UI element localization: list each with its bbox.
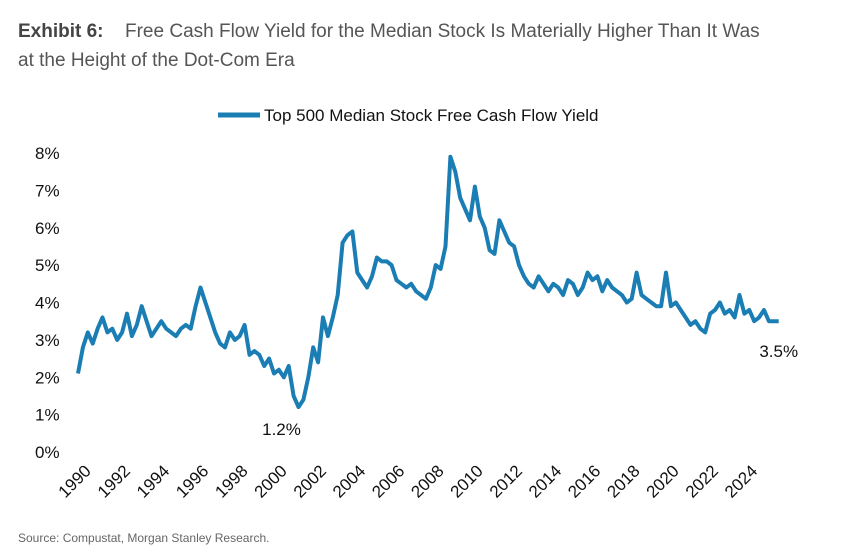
x-tick-label: 1998 <box>211 461 251 501</box>
y-tick-label: 3% <box>35 331 60 350</box>
x-tick-label: 2006 <box>368 461 408 501</box>
x-tick-label: 2002 <box>290 461 330 501</box>
y-tick-label: 1% <box>35 406 60 425</box>
annotation: 3.5% <box>759 342 798 361</box>
annotation: 1.2% <box>262 420 301 439</box>
y-tick-label: 6% <box>35 219 60 238</box>
x-tick-label: 2022 <box>682 461 722 501</box>
y-tick-label: 7% <box>35 181 60 200</box>
y-tick-label: 2% <box>35 368 60 387</box>
chart-title: Free Cash Flow Yield for the Median Stoc… <box>18 21 760 71</box>
x-tick-label: 1996 <box>172 461 212 501</box>
y-tick-label: 5% <box>35 256 60 275</box>
x-tick-label: 1992 <box>94 461 134 501</box>
x-tick-label: 2024 <box>721 461 761 501</box>
x-tick-label: 1990 <box>55 461 95 501</box>
x-tick-label: 2008 <box>407 461 447 501</box>
x-tick-label: 1994 <box>133 461 173 501</box>
x-tick-label: 2012 <box>486 461 526 501</box>
legend-label: Top 500 Median Stock Free Cash Flow Yiel… <box>264 106 599 125</box>
y-tick-label: 0% <box>35 443 60 462</box>
y-tick-label: 8% <box>35 144 60 163</box>
x-tick-label: 2018 <box>603 461 643 501</box>
x-tick-label: 2020 <box>643 461 683 501</box>
x-tick-label: 2000 <box>251 461 291 501</box>
x-tick-label: 2010 <box>447 461 487 501</box>
x-tick-label: 2016 <box>564 461 604 501</box>
exhibit-label: Exhibit 6: <box>18 21 104 42</box>
y-tick-label: 4% <box>35 294 60 313</box>
source: Source: Compustat, Morgan Stanley Resear… <box>18 531 269 545</box>
x-tick-label: 2014 <box>525 461 565 501</box>
line <box>76 154 779 410</box>
x-tick-label: 2004 <box>329 461 369 501</box>
